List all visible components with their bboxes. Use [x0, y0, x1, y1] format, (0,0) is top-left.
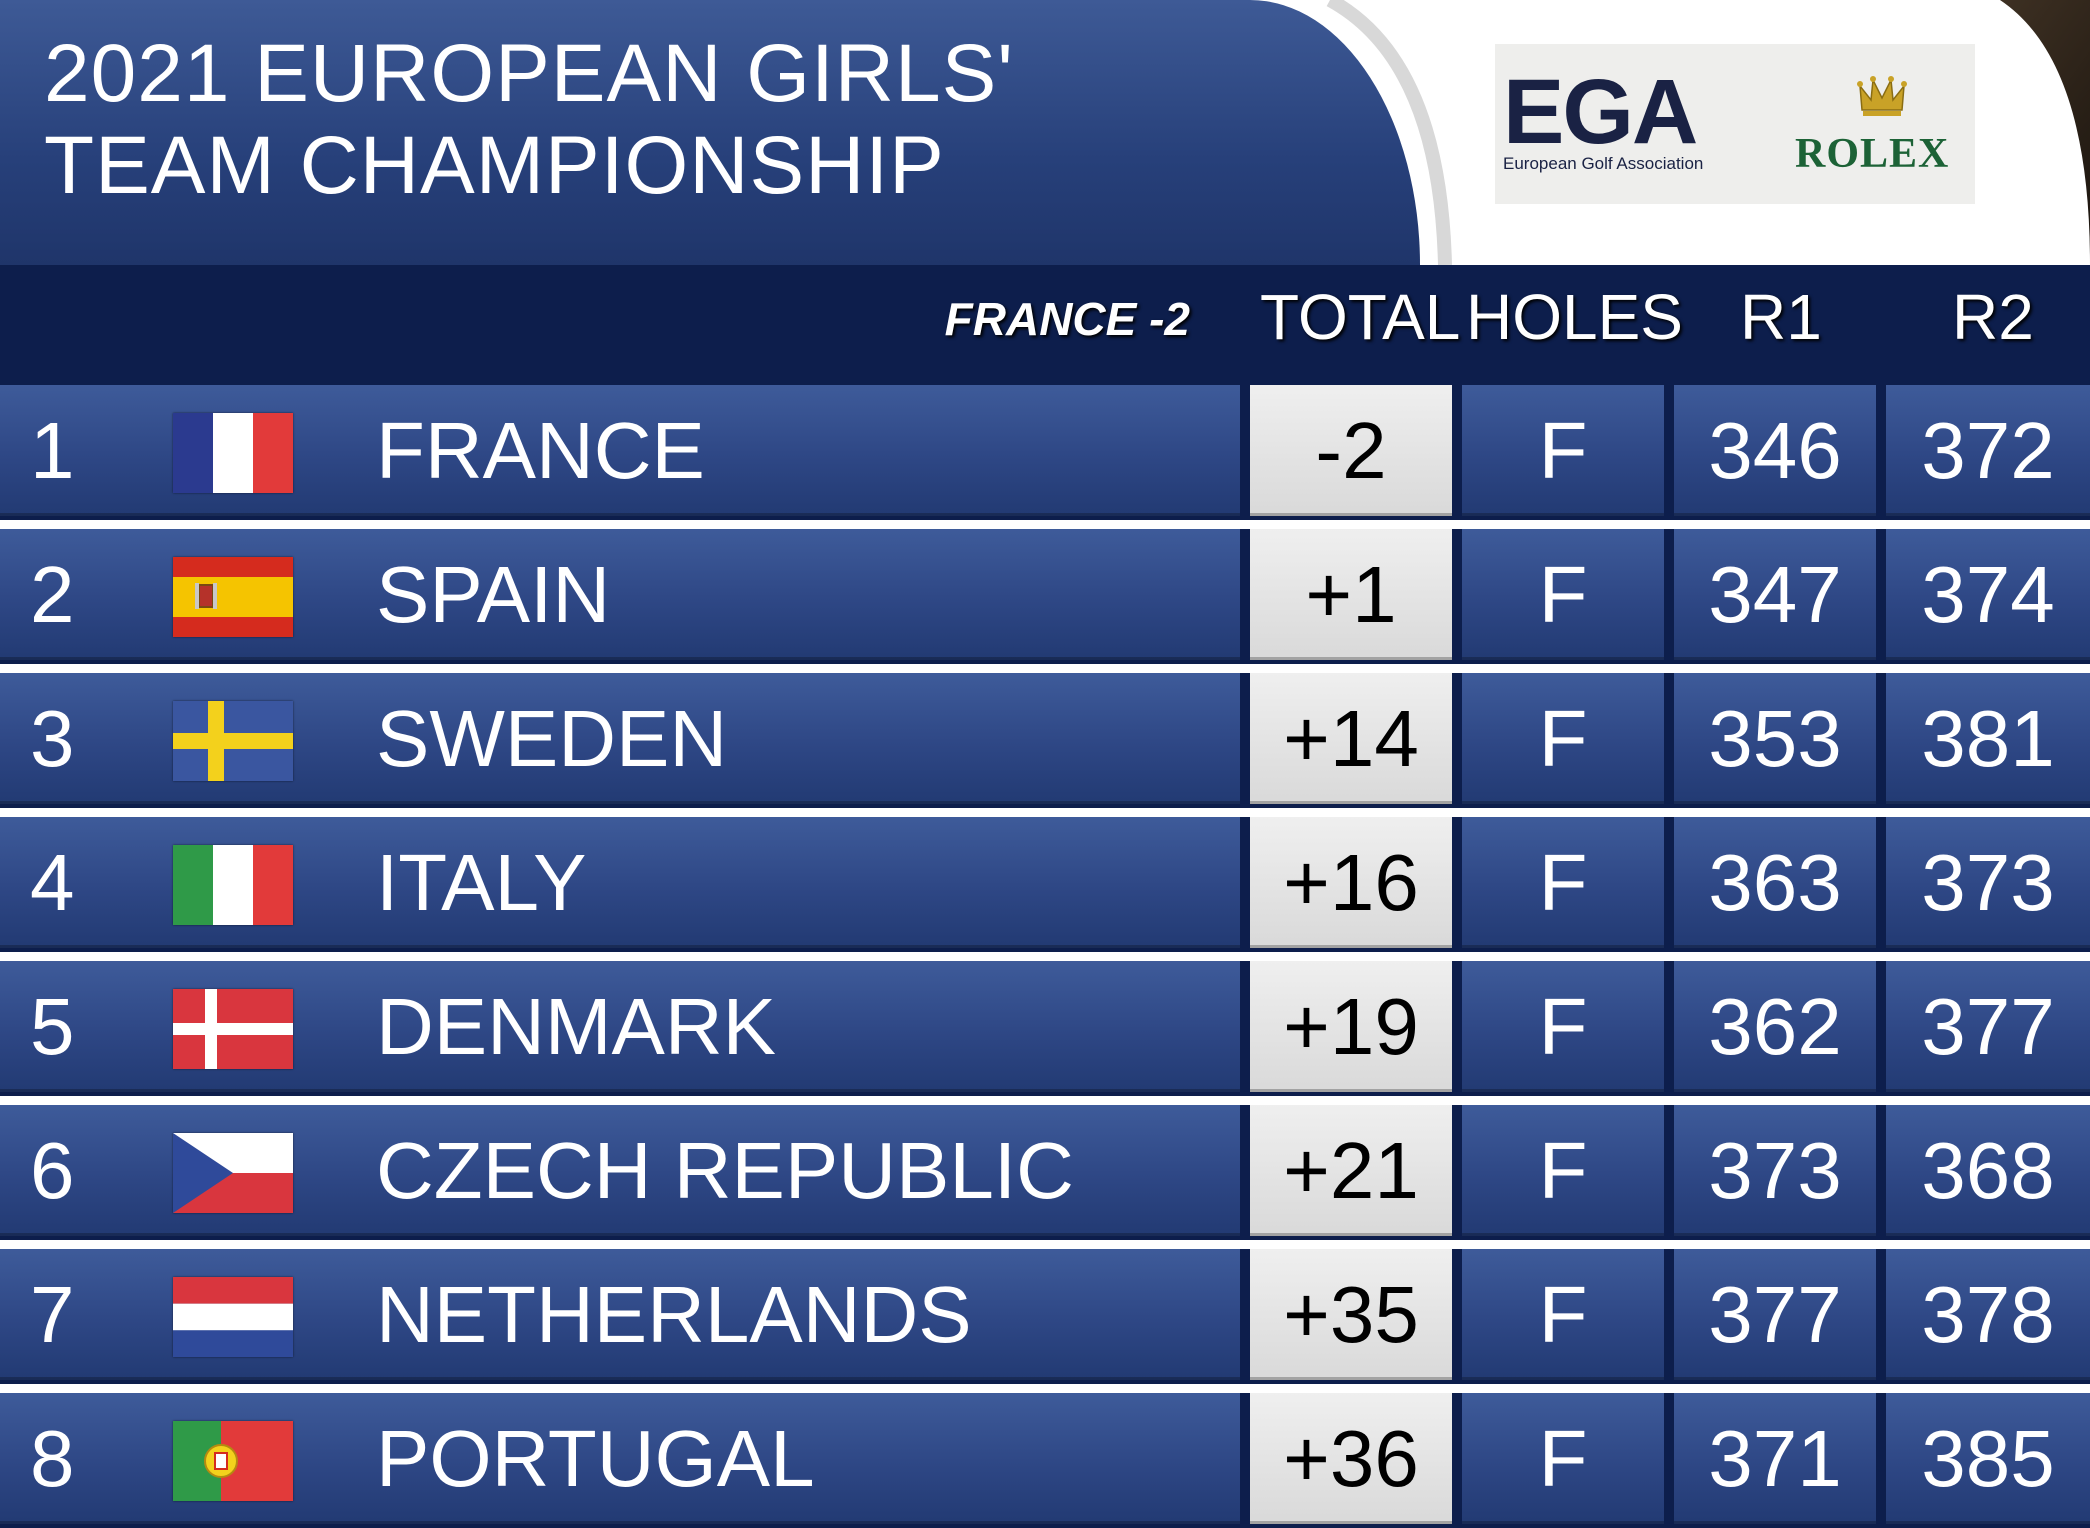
sponsor-logos: EGA European Golf Association ROLEX [1495, 44, 1975, 204]
column-header-bar [0, 265, 2090, 385]
round-1-score: 362 [1674, 961, 1876, 1092]
table-row: 5 DENMARK +19 F 362 377 [0, 961, 2090, 1096]
round-2-score: 385 [1886, 1393, 2090, 1524]
team-cell: 8 PORTUGAL [0, 1393, 1240, 1524]
holes: F [1462, 529, 1664, 660]
round-2-score: 381 [1886, 673, 2090, 804]
team-name: NETHERLANDS [376, 1270, 972, 1359]
table-row: 4 ITALY +16 F 363 373 [0, 817, 2090, 952]
portugal-flag-icon [173, 1421, 293, 1501]
leader-note: FRANCE -2 [944, 293, 1190, 345]
position: 8 [30, 1414, 75, 1503]
team-cell: 4 ITALY [0, 817, 1240, 948]
team-name: FRANCE [376, 406, 705, 495]
team-cell: 1 FRANCE [0, 385, 1240, 516]
table-row: 3 SWEDEN +14 F 353 381 [0, 673, 2090, 808]
round-1-score: 377 [1674, 1249, 1876, 1380]
position: 3 [30, 694, 75, 783]
round-2-score: 377 [1886, 961, 2090, 1092]
total-score: +1 [1250, 529, 1452, 660]
title-line-1: 2021 EUROPEAN GIRLS' [44, 28, 1014, 119]
spain-flag-icon [173, 557, 293, 637]
team-cell: 2 SPAIN [0, 529, 1240, 660]
holes: F [1462, 673, 1664, 804]
table-row: 6 CZECH REPUBLIC +21 F 373 368 [0, 1105, 2090, 1240]
czech-flag-icon [173, 1133, 293, 1213]
france-flag-icon [173, 413, 293, 493]
holes: F [1462, 1105, 1664, 1236]
team-name: SPAIN [376, 550, 611, 639]
round-2-score: 374 [1886, 529, 2090, 660]
position: 5 [30, 982, 75, 1071]
position: 6 [30, 1126, 75, 1215]
sweden-flag-icon [173, 701, 293, 781]
table-row: 7 NETHERLANDS +35 F 377 378 [0, 1249, 2090, 1384]
total-score: -2 [1250, 385, 1452, 516]
total-score: +14 [1250, 673, 1452, 804]
round-1-score: 371 [1674, 1393, 1876, 1524]
holes: F [1462, 1249, 1664, 1380]
round-2-score: 378 [1886, 1249, 2090, 1380]
column-header-r1: R1 [1740, 281, 1822, 353]
round-2-score: 368 [1886, 1105, 2090, 1236]
round-1-score: 347 [1674, 529, 1876, 660]
rolex-logo: ROLEX [1795, 131, 1950, 177]
rolex-crown-icon [1857, 76, 1907, 116]
ega-subtitle: European Golf Association [1503, 154, 1704, 173]
round-1-score: 346 [1674, 385, 1876, 516]
round-2-score: 372 [1886, 385, 2090, 516]
title-line-2: TEAM CHAMPIONSHIP [44, 120, 945, 211]
holes: F [1462, 817, 1664, 948]
column-header-r2: R2 [1952, 281, 2034, 353]
team-cell: 6 CZECH REPUBLIC [0, 1105, 1240, 1236]
total-score: +36 [1250, 1393, 1452, 1524]
holes: F [1462, 385, 1664, 516]
holes: F [1462, 961, 1664, 1092]
team-name: ITALY [376, 838, 587, 927]
title-panel: 2021 EUROPEAN GIRLS' TEAM CHAMPIONSHIP [0, 0, 1420, 265]
total-score: +21 [1250, 1105, 1452, 1236]
position: 4 [30, 838, 75, 927]
team-name: DENMARK [376, 982, 777, 1071]
round-1-score: 373 [1674, 1105, 1876, 1236]
round-1-score: 363 [1674, 817, 1876, 948]
round-2-score: 373 [1886, 817, 2090, 948]
round-1-score: 353 [1674, 673, 1876, 804]
team-name: SWEDEN [376, 694, 728, 783]
position: 1 [30, 406, 75, 495]
netherlands-flag-icon [173, 1277, 293, 1357]
column-header-holes: HOLES [1466, 281, 1683, 353]
team-name: CZECH REPUBLIC [376, 1126, 1074, 1215]
team-cell: 5 DENMARK [0, 961, 1240, 1092]
total-score: +35 [1250, 1249, 1452, 1380]
total-score: +19 [1250, 961, 1452, 1092]
team-name: PORTUGAL [376, 1414, 815, 1503]
denmark-flag-icon [173, 989, 293, 1069]
table-row: 8 PORTUGAL +36 F 371 385 [0, 1393, 2090, 1528]
table-row: 2 SPAIN +1 F 347 374 [0, 529, 2090, 664]
position: 7 [30, 1270, 75, 1359]
column-header-total: TOTAL [1260, 281, 1461, 353]
italy-flag-icon [173, 845, 293, 925]
page-title: 2021 EUROPEAN GIRLS' TEAM CHAMPIONSHIP [44, 28, 1014, 212]
team-cell: 3 SWEDEN [0, 673, 1240, 804]
position: 2 [30, 550, 75, 639]
holes: F [1462, 1393, 1664, 1524]
team-cell: 7 NETHERLANDS [0, 1249, 1240, 1380]
table-row: 1 FRANCE -2 F 346 372 [0, 385, 2090, 520]
total-score: +16 [1250, 817, 1452, 948]
ega-logo: EGA [1503, 61, 1698, 163]
